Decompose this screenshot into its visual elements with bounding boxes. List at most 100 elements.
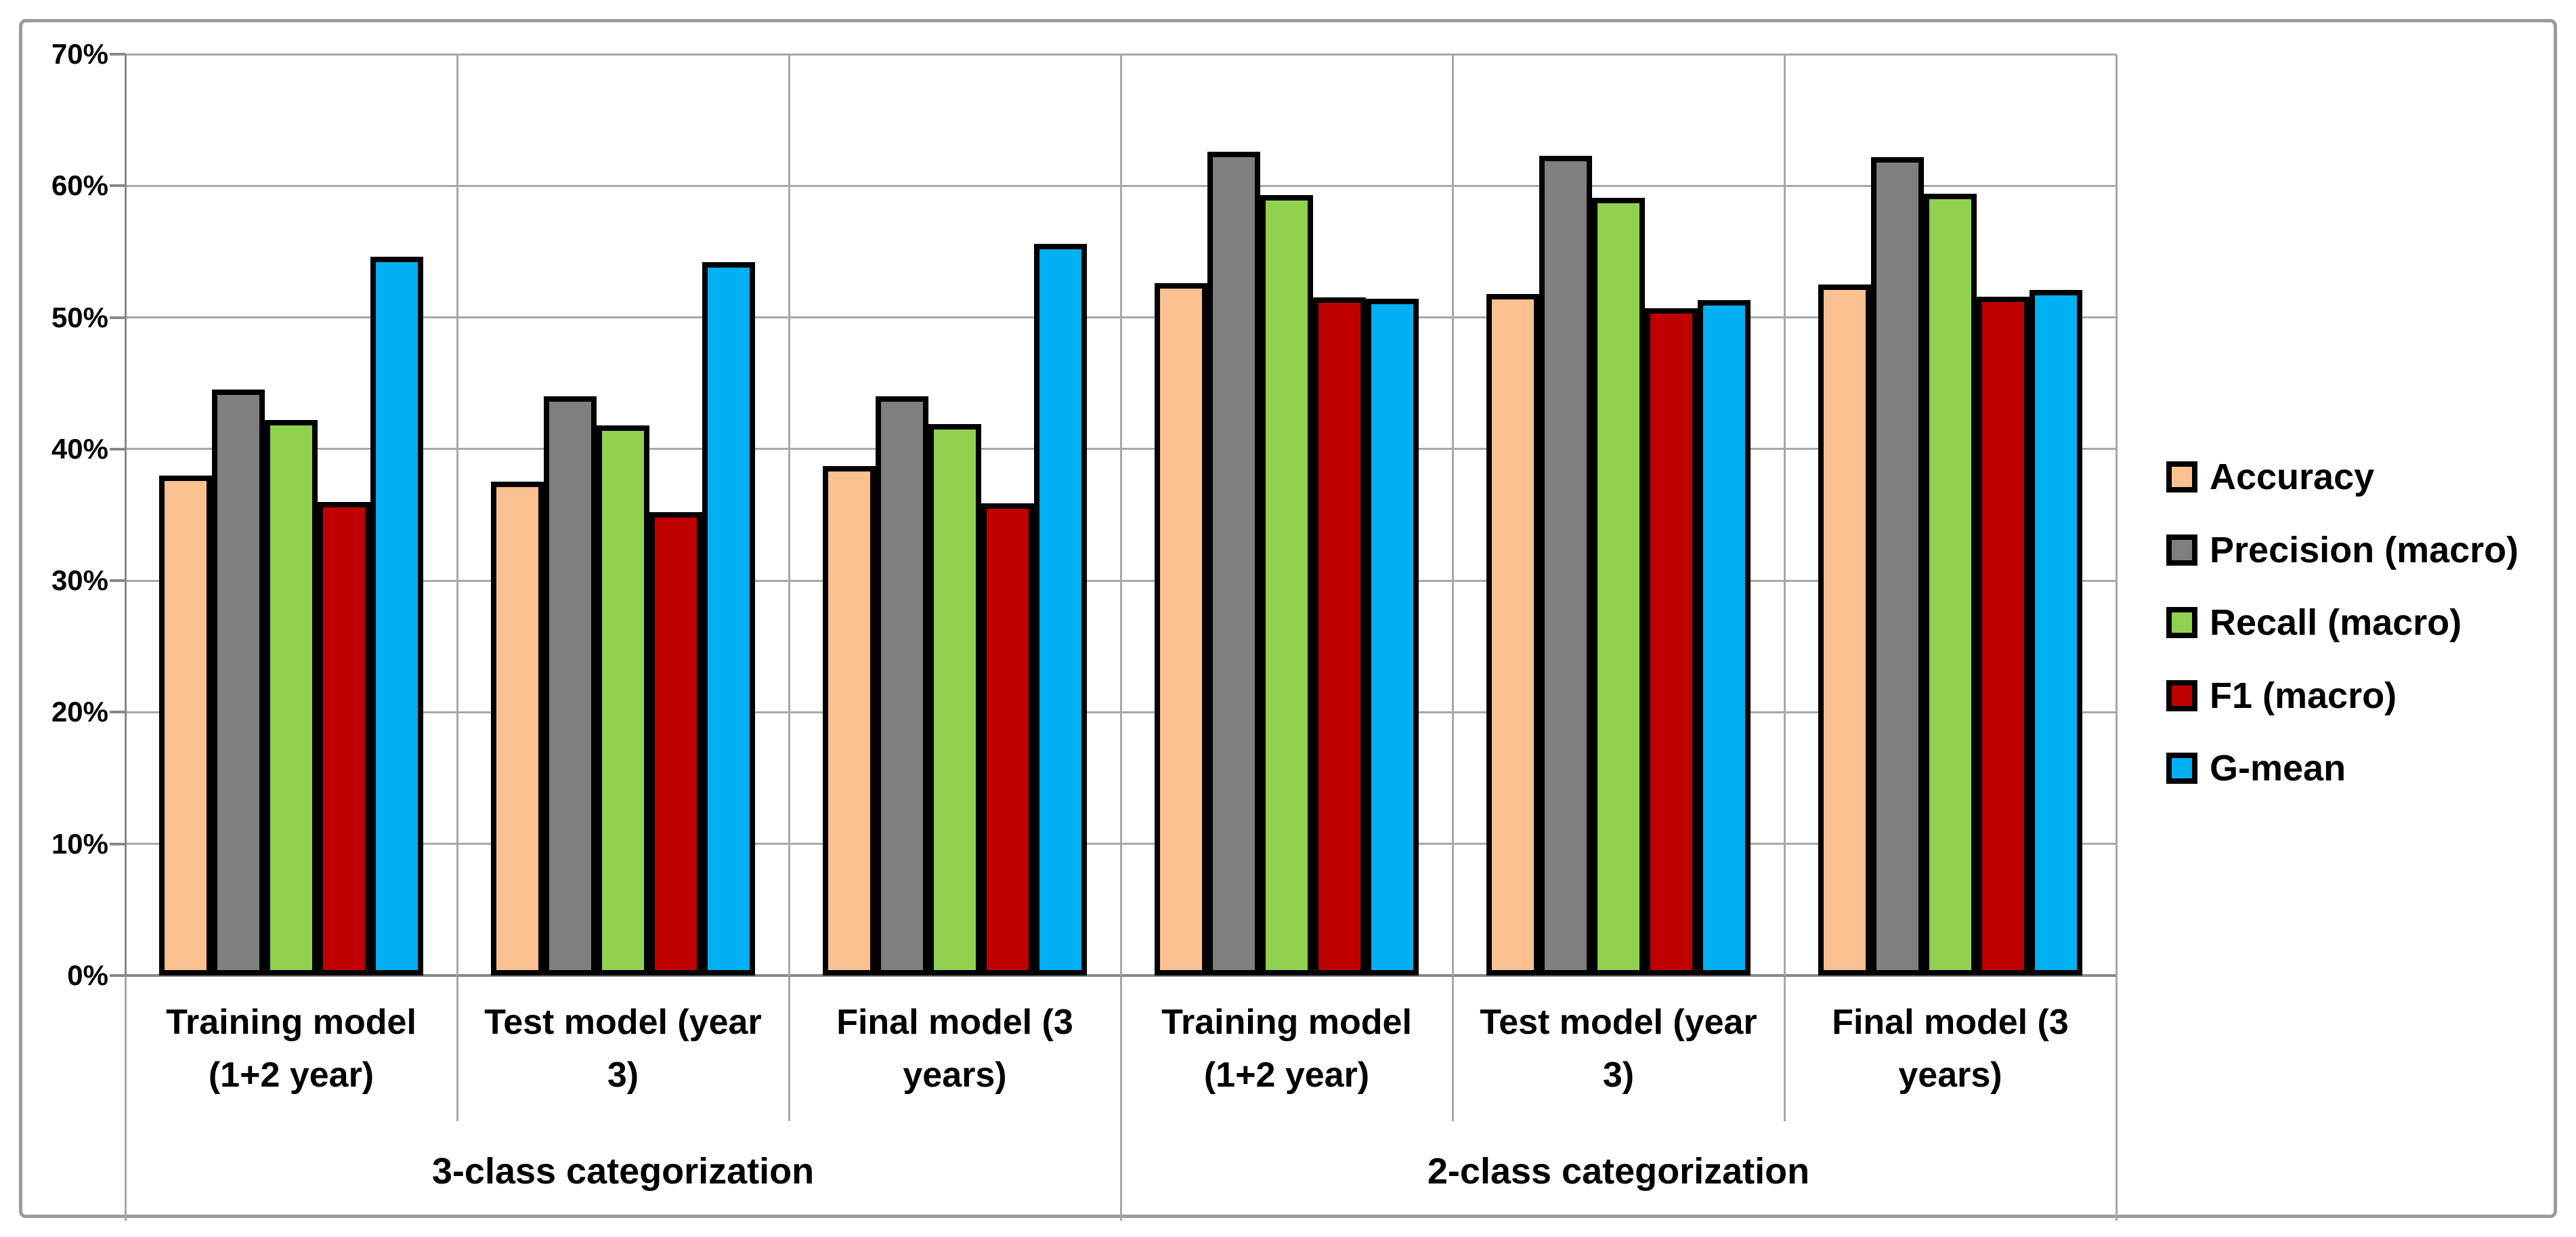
y-tick-label: 50%: [51, 301, 108, 333]
y-tick-label: 40%: [51, 432, 108, 465]
bar-g-mean: [2030, 289, 2082, 976]
legend-swatch-recall-macro-: [2166, 607, 2197, 638]
category-axis-row: Training model (1+2 year) Test model (yea…: [125, 976, 2116, 1121]
group-label-2-class: 2-class categorization: [1427, 1150, 1810, 1192]
bar-group: [1486, 54, 1751, 976]
bar-recall-macro-: [928, 423, 981, 976]
y-tick-label: 0%: [67, 959, 108, 991]
bar-precision-macro-: [876, 396, 928, 976]
bar-precision-macro-: [212, 390, 265, 976]
y-tick-mark: [110, 711, 125, 714]
y-tick-label: 20%: [51, 696, 108, 728]
y-tick-label: 30%: [51, 564, 108, 597]
legend-item: Recall (macro): [2166, 586, 2462, 659]
bar-g-mean: [1366, 299, 1419, 976]
group-cell-separator: [124, 1121, 127, 1221]
category-cell: [457, 54, 789, 976]
y-tick-mark: [110, 53, 125, 56]
y-tick-mark: [110, 184, 125, 188]
bar-group: [1818, 54, 2082, 976]
legend-label: Accuracy: [2210, 457, 2375, 497]
category-label: Training model (1+2 year): [166, 1002, 416, 1095]
y-tick-mark: [110, 316, 125, 319]
legend-label: Recall (macro): [2210, 602, 2462, 643]
bar-accuracy: [159, 475, 212, 976]
bar-f1-macro-: [649, 512, 702, 976]
bar-group: [159, 54, 423, 976]
category-label: Training model (1+2 year): [1161, 1002, 1412, 1095]
category-label: Test model (year 3): [484, 1002, 762, 1095]
bar-cells: [125, 54, 2116, 976]
group-cell-separator: [1119, 1121, 1122, 1221]
bar-accuracy: [491, 482, 544, 976]
bar-recall-macro-: [597, 425, 649, 976]
legend-swatch-precision-macro-: [2166, 534, 2197, 566]
bar-accuracy: [1486, 293, 1539, 976]
legend-item: Accuracy: [2166, 440, 2374, 513]
group-cell-separator: [2115, 1121, 2118, 1221]
category-separator: [456, 54, 458, 976]
y-tick-mark: [110, 842, 125, 845]
legend-label: F1 (macro): [2210, 675, 2397, 716]
category-label: Final model (3 years): [836, 1002, 1073, 1095]
bar-group: [491, 54, 755, 976]
category-cell: [789, 54, 1121, 976]
group-label-3-class: 3-class categorization: [431, 1150, 815, 1192]
legend-item: G-mean: [2166, 732, 2346, 805]
category-separator: [788, 54, 790, 976]
y-tick-label: 10%: [51, 827, 108, 860]
y-tick-mark: [110, 447, 125, 450]
category-cell-separator: [2115, 976, 2118, 1121]
legend-swatch-g-mean: [2166, 753, 2197, 784]
category-cell-separator: [788, 976, 790, 1121]
legend-label: Precision (macro): [2210, 529, 2519, 570]
category-cell: [1784, 54, 2116, 976]
bar-precision-macro-: [1539, 155, 1592, 976]
bar-precision-macro-: [544, 396, 597, 976]
bar-recall-macro-: [1592, 197, 1645, 976]
category-cell-separator: [1119, 976, 1122, 1121]
bar-f1-macro-: [981, 503, 1034, 976]
category-label: Test model (year 3): [1480, 1002, 1757, 1095]
legend-item: Precision (macro): [2166, 513, 2518, 587]
bar-g-mean: [1034, 243, 1087, 976]
category-label: Final model (3 years): [1832, 1002, 2069, 1095]
bar-precision-macro-: [1207, 151, 1260, 976]
bar-accuracy: [1155, 283, 1207, 976]
legend-item: F1 (macro): [2166, 659, 2397, 732]
bar-group: [1155, 54, 1419, 976]
bar-precision-macro-: [1871, 156, 1924, 976]
category-separator: [2115, 54, 2118, 976]
bar-f1-macro-: [1645, 308, 1698, 976]
bar-recall-macro-: [265, 420, 318, 976]
category-cell: [125, 54, 457, 976]
bar-f1-macro-: [1313, 297, 1366, 976]
bar-accuracy: [1818, 285, 1871, 976]
x-axis-line: [125, 974, 2116, 977]
category-cell-separator: [1451, 976, 1454, 1121]
group-axis-row: 3-class categorization 2-class categoriz…: [125, 1121, 2116, 1221]
legend-swatch-f1-macro-: [2166, 679, 2197, 711]
plot-area: [124, 53, 2118, 977]
bar-recall-macro-: [1924, 193, 1977, 976]
bar-f1-macro-: [318, 501, 370, 976]
category-separator: [1451, 54, 1454, 976]
y-tick-label: 70%: [51, 38, 108, 70]
category-cell-separator: [124, 976, 127, 1121]
y-tick-mark: [110, 579, 125, 583]
bar-group: [823, 54, 1087, 976]
category-cell: [1453, 54, 1784, 976]
bar-g-mean: [1698, 300, 1751, 976]
bar-recall-macro-: [1260, 194, 1313, 976]
y-tick-label: 60%: [51, 169, 108, 202]
category-separator: [1119, 54, 1122, 976]
bar-g-mean: [370, 257, 423, 976]
legend-label: G-mean: [2210, 748, 2346, 789]
legend-swatch-accuracy: [2166, 461, 2197, 492]
bar-accuracy: [823, 466, 876, 976]
category-cell-separator: [456, 976, 458, 1121]
bar-g-mean: [702, 261, 755, 976]
y-tick-mark: [110, 974, 125, 977]
y-axis-line: [124, 54, 127, 976]
